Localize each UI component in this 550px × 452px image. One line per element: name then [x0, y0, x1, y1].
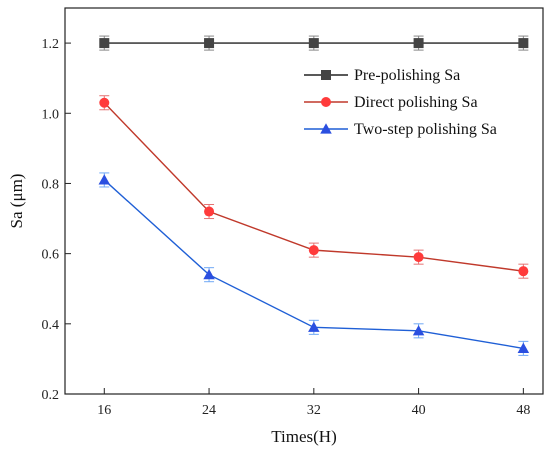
y-tick-label: 0.4 — [42, 318, 60, 333]
x-tick-label: 40 — [412, 403, 426, 418]
data-point — [518, 38, 529, 49]
x-axis: 16 24 32 40 48 — [97, 388, 530, 418]
legend-label: Two-step polishing Sa — [354, 121, 497, 138]
y-axis: 0.2 0.4 0.6 0.8 1.0 1.2 — [42, 37, 71, 403]
data-point — [204, 206, 215, 217]
data-point — [204, 38, 215, 49]
legend-label: Direct polishing Sa — [354, 94, 478, 111]
plot-frame — [64, 7, 544, 395]
data-point — [413, 38, 424, 49]
y-axis-title: Sa (μm) — [7, 174, 26, 229]
legend-marker — [320, 123, 332, 134]
legend-label: Pre-polishing Sa — [354, 67, 460, 84]
y-tick-label: 1.2 — [42, 37, 60, 52]
data-point — [518, 266, 529, 277]
legend-marker — [321, 97, 331, 107]
series-1 — [99, 95, 529, 279]
series-2 — [98, 172, 530, 356]
x-tick-label: 24 — [202, 403, 216, 418]
data-point — [413, 252, 424, 263]
data-point — [308, 321, 320, 332]
data-point — [308, 245, 319, 256]
x-tick-label: 16 — [97, 403, 111, 418]
data-point — [517, 342, 530, 353]
y-tick-label: 1.0 — [42, 107, 60, 122]
y-tick-label: 0.6 — [42, 248, 60, 263]
x-axis-title: Times(H) — [271, 427, 337, 446]
x-tick-label: 32 — [307, 403, 321, 418]
data-point — [308, 38, 319, 49]
series-layer — [98, 35, 530, 356]
y-tick-label: 0.2 — [42, 388, 60, 403]
data-point — [203, 268, 215, 280]
y-tick-label: 0.8 — [42, 177, 60, 192]
legend-marker — [321, 70, 331, 80]
data-point — [98, 174, 111, 185]
data-point — [412, 325, 425, 336]
data-point — [99, 97, 110, 108]
x-tick-label: 48 — [516, 403, 530, 418]
legend: Pre-polishing Sa Direct polishing Sa Two-s… — [304, 67, 497, 138]
series-0 — [99, 35, 529, 51]
data-point — [99, 38, 110, 49]
